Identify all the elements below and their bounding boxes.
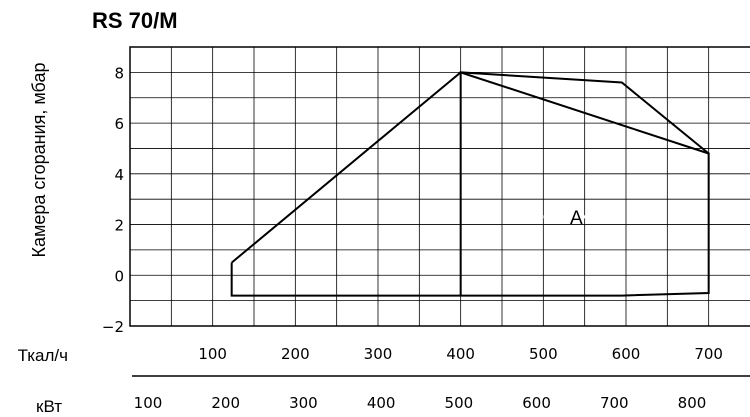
- x-tick-label-secondary: 700: [600, 394, 629, 412]
- x-tick-label-primary: 600: [612, 345, 641, 363]
- x-tick-label-primary: 500: [529, 345, 558, 363]
- x-axis-unit-primary: Ткал/ч: [18, 346, 68, 365]
- series-line-2: [459, 71, 710, 296]
- y-tick-label: 0: [114, 267, 124, 285]
- x-tick-label-primary: 300: [364, 345, 393, 363]
- x-tick-label-primary: 400: [446, 345, 475, 363]
- x-tick-label-primary: 700: [694, 345, 723, 363]
- x-tick-label-secondary: 800: [678, 394, 707, 412]
- y-tick-label: 2: [114, 217, 124, 235]
- annotation-label: A: [570, 208, 583, 229]
- x-tick-label-primary: 100: [198, 345, 227, 363]
- x-tick-label-secondary: 500: [445, 394, 474, 412]
- x-tick-label-secondary: 300: [289, 394, 318, 412]
- x-axis-unit-secondary: кВт: [36, 397, 62, 416]
- series-layer: [230, 71, 710, 297]
- y-axis-label: Камера сгорания, мбар: [29, 63, 49, 258]
- plot-frame: [129, 46, 750, 327]
- x-tick-label-secondary: 200: [211, 394, 240, 412]
- x-tick-label-primary: 200: [281, 345, 310, 363]
- annotations: A: [543, 208, 607, 229]
- x-tick-label-secondary: 600: [522, 394, 551, 412]
- x-tick-label-secondary: 100: [134, 394, 163, 412]
- series-line-1: [230, 71, 710, 297]
- chart-title: RS 70/M: [92, 8, 178, 33]
- y-tick-label: −2: [102, 318, 124, 336]
- grid: [129, 46, 750, 377]
- x-tick-label-secondary: 400: [367, 394, 396, 412]
- y-tick-label: 4: [114, 166, 124, 184]
- y-tick-label: 6: [114, 115, 124, 133]
- y-tick-label: 8: [114, 64, 124, 82]
- tick-labels: −2 0 2 4 6 8 100 200 300 400 500 600 700 100 200 300 400…: [102, 64, 723, 412]
